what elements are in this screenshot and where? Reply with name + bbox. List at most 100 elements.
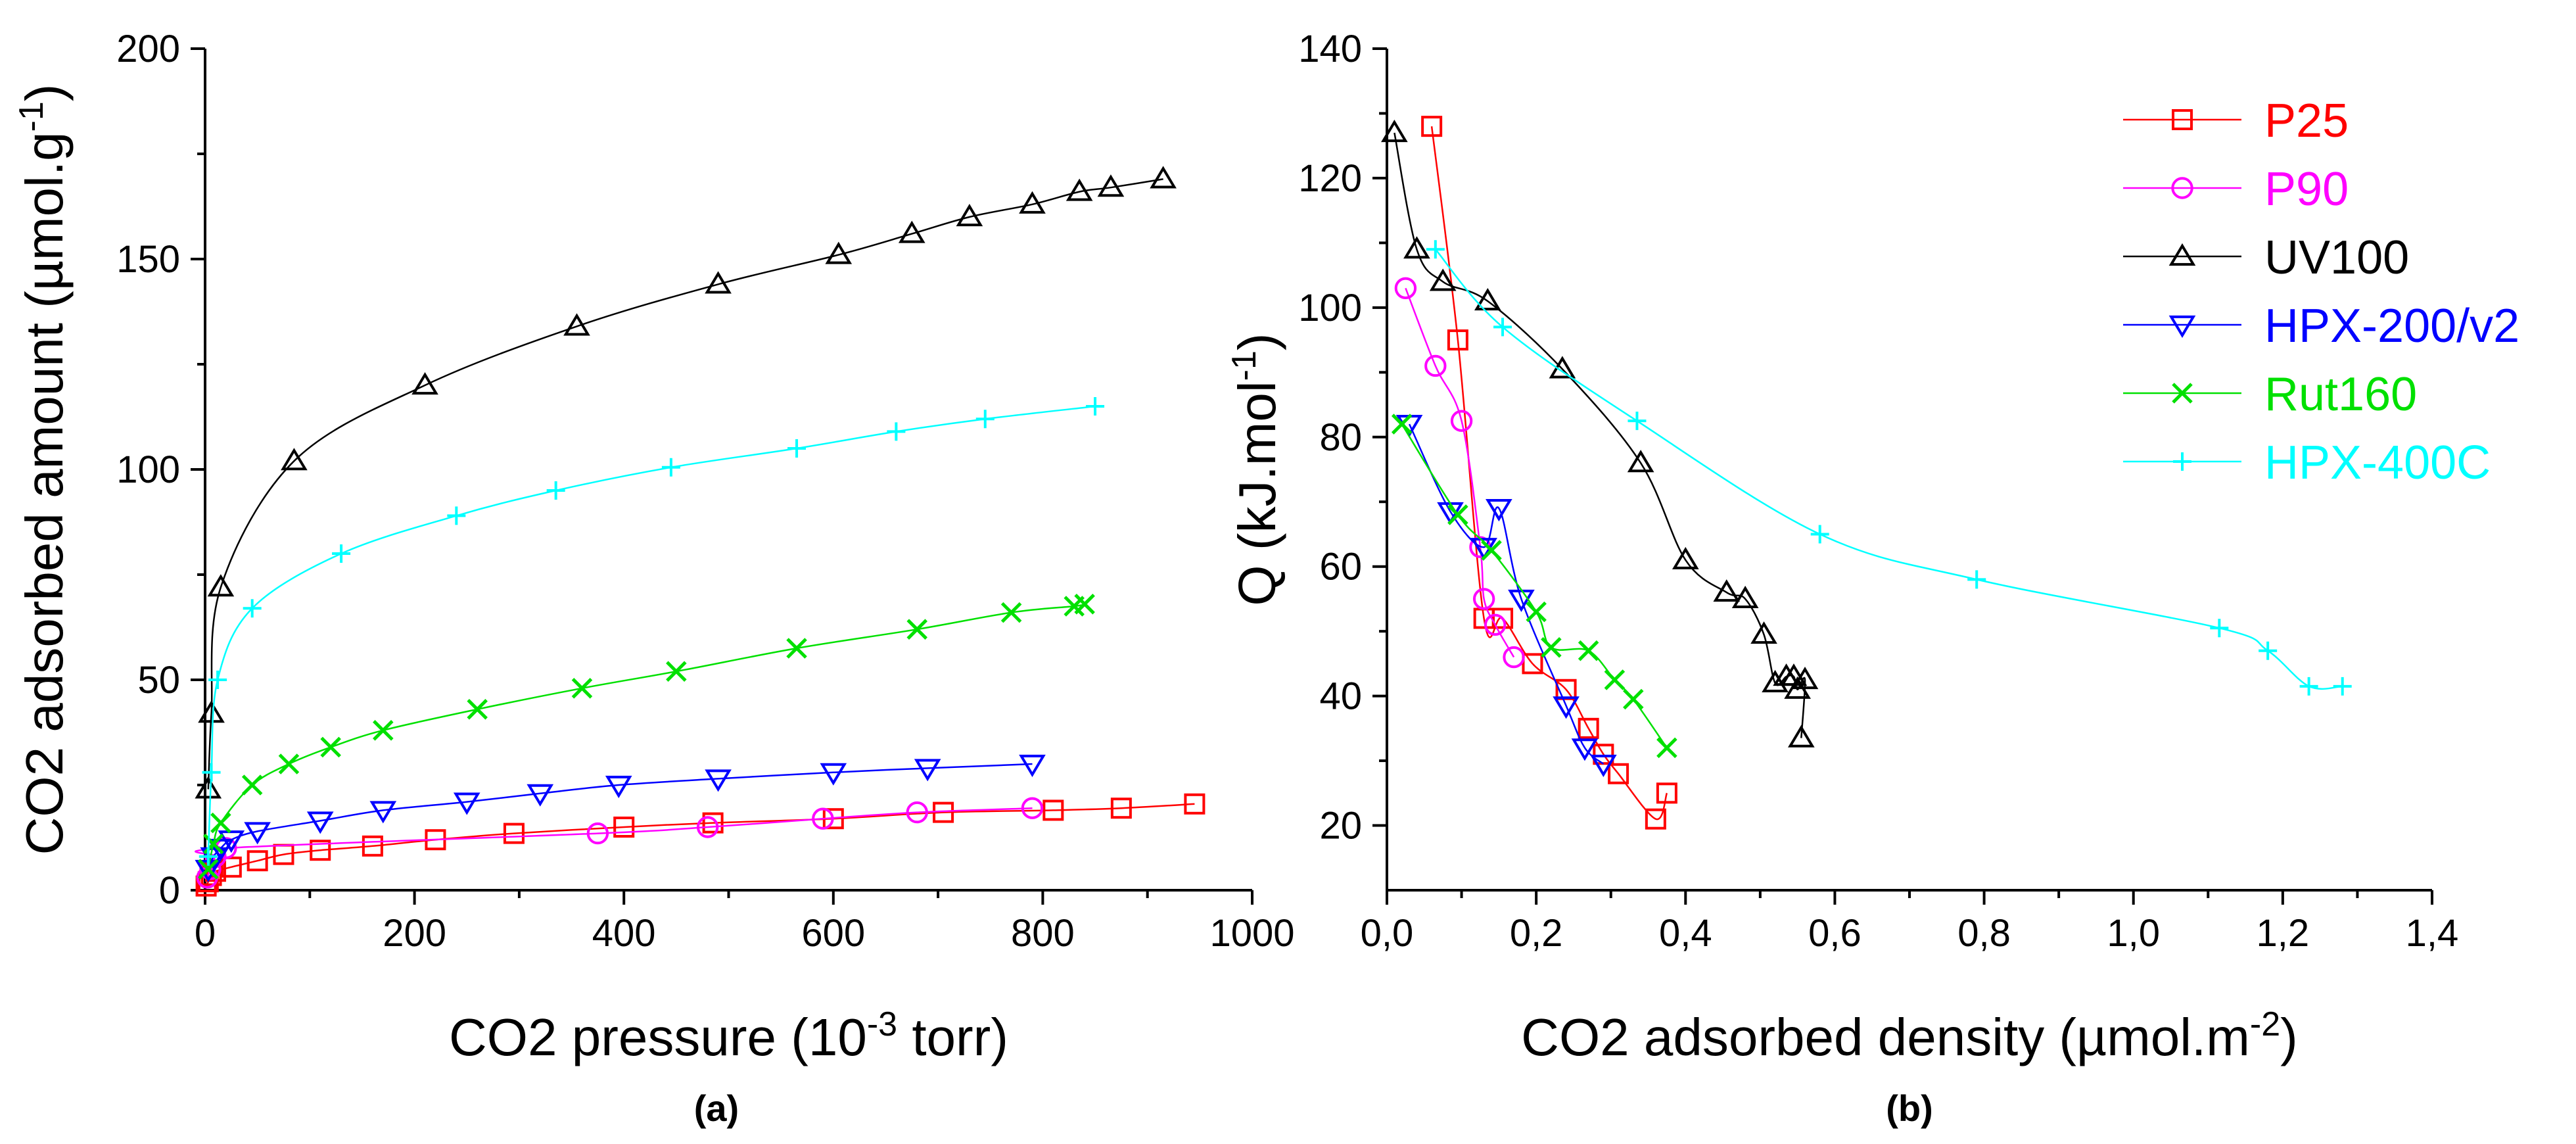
data-point: [820, 763, 847, 786]
data-point: [243, 599, 262, 618]
data-point: [887, 422, 906, 441]
legend-marker: [2172, 109, 2193, 130]
data-point: [198, 859, 219, 880]
data-point: [1628, 412, 1647, 431]
series-hpx-200-v2: [1395, 415, 1617, 778]
series-uv100: [195, 166, 1177, 799]
y-tick-label: 0: [159, 869, 180, 912]
data-point: [2210, 619, 2229, 638]
x-tick-label: 400: [592, 912, 656, 955]
data-point: [586, 822, 609, 845]
panel-a-isotherms: 0 200 400 600 800 1000 0 50 100 150 200 CO2 pressur…: [12, 28, 1295, 1129]
series-hpx-400c: [199, 397, 1105, 866]
data-point: [1590, 754, 1617, 778]
data-point: [1553, 696, 1580, 719]
data-point: [2259, 641, 2278, 660]
data-point: [1019, 191, 1046, 214]
x-tick-label: 800: [1011, 912, 1075, 955]
data-point: [278, 753, 300, 775]
x-tick-label: 200: [383, 912, 446, 955]
panel-b-adsorption-heat: 0,0 0,2 0,4 0,6 0,8 1,0 1,2 1,4 20 40 60 80 100 120 14…: [1225, 28, 2519, 1129]
y-tick-label: 50: [137, 659, 180, 702]
data-point: [1731, 585, 1759, 608]
data-point: [825, 241, 853, 264]
data-point: [1450, 410, 1473, 432]
y-tick-label: 120: [1298, 157, 1362, 200]
legend-label: Rut160: [2264, 368, 2417, 421]
x-tick-label: 1000: [1209, 912, 1294, 955]
data-point: [1086, 397, 1105, 416]
data-point: [956, 203, 983, 227]
series-line: [1408, 423, 1604, 765]
data-point: [1604, 669, 1626, 690]
data-point: [527, 784, 554, 807]
series-line: [1401, 423, 1668, 749]
x-tick-label: 600: [801, 912, 865, 955]
data-point: [1074, 594, 1095, 615]
data-point: [661, 458, 680, 477]
series-p90: [1394, 277, 1525, 669]
data-point: [1571, 738, 1599, 761]
data-point: [666, 661, 687, 682]
series-line: [207, 178, 1163, 790]
data-point: [1426, 240, 1445, 259]
data-point: [1762, 669, 1789, 692]
data-point: [1391, 414, 1413, 435]
data-point: [1750, 621, 1777, 644]
data-point: [1447, 329, 1468, 351]
data-point: [198, 700, 225, 723]
data-point: [1394, 277, 1417, 300]
data-point: [1019, 754, 1046, 778]
y-tick-label: 100: [1298, 287, 1362, 329]
data-point: [1447, 504, 1468, 525]
series-line: [1430, 126, 1668, 820]
data-point: [914, 759, 941, 782]
data-point: [453, 792, 480, 815]
data-point: [1481, 540, 1502, 561]
data-point: [1627, 450, 1654, 473]
data-point: [1381, 119, 1408, 143]
data-point: [1472, 588, 1495, 610]
data-point: [906, 801, 928, 824]
data-point: [1791, 666, 1819, 690]
x-tick-label: 0,8: [1957, 912, 2011, 955]
y-axis-label: Q (kJ.mol-1): [1225, 333, 1286, 606]
x-tick-label: 0,6: [1808, 912, 1862, 955]
data-point: [503, 822, 525, 844]
data-point: [1493, 318, 1512, 337]
data-point: [1492, 608, 1514, 629]
data-point: [244, 822, 271, 845]
data-point: [1608, 763, 1629, 784]
data-point: [563, 313, 590, 336]
series-hpx-200-v2: [195, 754, 1046, 883]
data-point: [546, 481, 565, 500]
data-point: [1645, 808, 1666, 830]
data-point: [786, 638, 807, 659]
data-point: [411, 371, 438, 395]
data-point: [1424, 354, 1447, 377]
y-tick-label: 150: [116, 238, 180, 281]
data-point: [1810, 525, 1829, 544]
data-point: [208, 671, 227, 689]
data-point: [1150, 166, 1177, 189]
series-line: [1393, 132, 1806, 738]
y-tick-label: 200: [116, 28, 180, 70]
data-point: [332, 544, 351, 563]
data-point: [2299, 677, 2318, 696]
data-point: [1672, 546, 1699, 569]
data-point: [362, 835, 383, 857]
series-line: [207, 603, 1085, 870]
data-point: [1486, 499, 1512, 522]
legend-label: HPX-200/v2: [2264, 300, 2519, 352]
legend-item-p25: P25: [2123, 95, 2349, 147]
data-point: [1110, 798, 1132, 819]
data-point: [812, 807, 834, 830]
legend-label: P25: [2264, 95, 2349, 147]
data-point: [207, 574, 235, 597]
legend-label: P90: [2264, 163, 2349, 216]
data-point: [571, 678, 593, 699]
series-line: [207, 405, 1096, 857]
data-point: [202, 763, 221, 782]
series-hpx-400c: [1426, 240, 2352, 696]
